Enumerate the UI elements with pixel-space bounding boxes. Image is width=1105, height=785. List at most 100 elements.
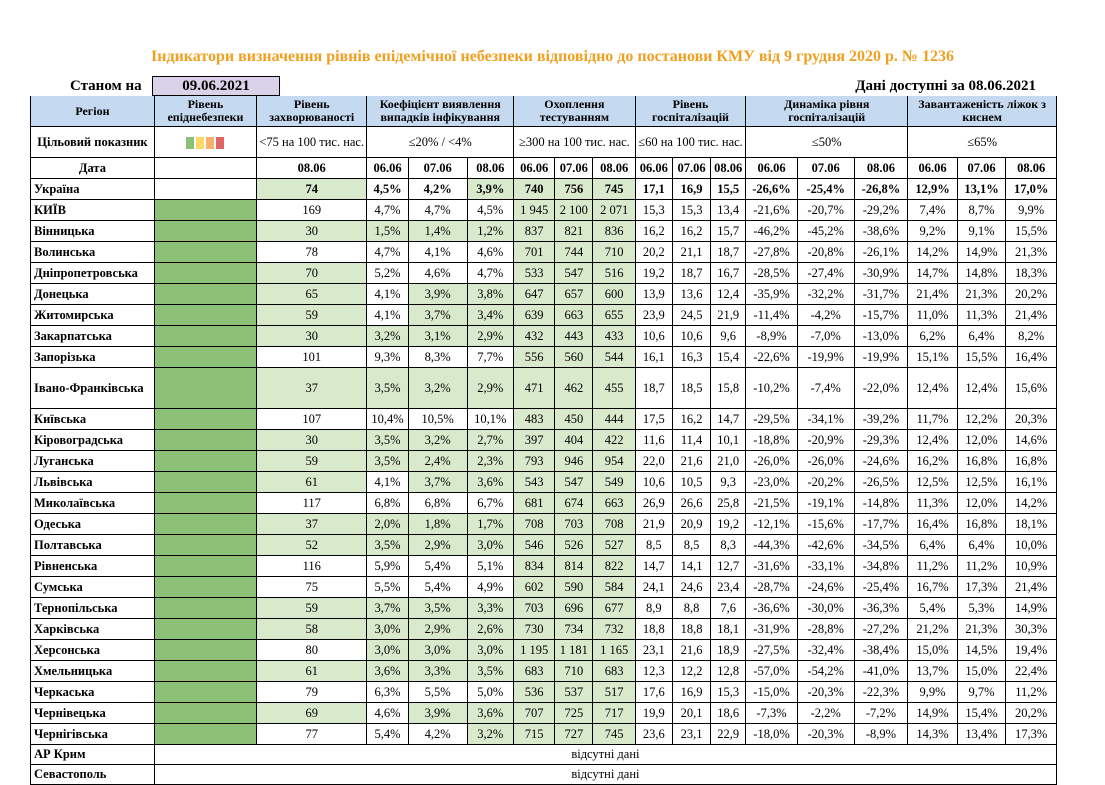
hosp-cell: 24,5 — [671, 304, 712, 326]
dynamics-cell: -20,3% — [796, 723, 855, 745]
testing-cell: 708 — [512, 513, 556, 535]
oxygen-cell: 20,2% — [1005, 283, 1057, 305]
detection-cell: 4,7% — [466, 262, 514, 284]
dynamics-cell: -29,3% — [853, 429, 909, 451]
hosp-cell: 8,9 — [634, 597, 673, 619]
testing-cell: 756 — [554, 178, 594, 200]
testing-cell: 527 — [592, 534, 636, 556]
testing-cell: 600 — [592, 283, 636, 305]
hosp-cell: 16,2 — [671, 220, 712, 242]
oxygen-cell: 9,7% — [956, 681, 1007, 703]
oxy-date-2: 07.06 — [956, 157, 1007, 179]
dynamics-cell: -38,4% — [853, 639, 909, 661]
dynamics-cell: -12,1% — [745, 513, 798, 535]
incidence-date: 08.06 — [256, 157, 368, 179]
hosp-cell: 19,2 — [710, 513, 747, 535]
testing-cell: 639 — [512, 304, 556, 326]
dynamics-cell: -15,7% — [853, 304, 909, 326]
detection-cell: 3,9% — [407, 283, 468, 305]
testing-cell: 556 — [512, 346, 556, 368]
oxygen-cell: 9,9% — [1005, 199, 1057, 221]
test-date-3: 08.06 — [592, 157, 636, 179]
testing-cell: 744 — [554, 241, 594, 263]
dynamics-cell: -26,0% — [745, 450, 798, 472]
testing-cell: 710 — [592, 241, 636, 263]
oxygen-cell: 15,4% — [956, 702, 1007, 724]
region-name: Київська — [30, 408, 155, 430]
region-name: КИЇВ — [30, 199, 155, 221]
detection-cell: 4,7% — [366, 241, 409, 263]
dynamics-cell: -24,6% — [853, 450, 909, 472]
detection-cell: 1,8% — [407, 513, 468, 535]
level-cell — [153, 408, 258, 430]
dynamics-cell: -57,0% — [745, 660, 798, 682]
incidence-cell: 70 — [256, 262, 368, 284]
testing-cell: 717 — [592, 702, 636, 724]
hosp-cell: 21,0 — [710, 450, 747, 472]
oxygen-cell: 5,3% — [956, 597, 1007, 619]
detection-cell: 10,4% — [366, 408, 409, 430]
detection-cell: 4,6% — [466, 241, 514, 263]
region-row: Кіровоградська 30 3,5% 3,2% 2,7% 397 404 422 11,… — [30, 429, 1057, 451]
header-testing: Охоплення тестуванням — [512, 96, 636, 127]
region-row: Закарпатська 30 3,2% 3,1% 2,9% 432 443 433 10,6 1… — [30, 325, 1057, 347]
dynamics-cell: -33,1% — [796, 555, 855, 577]
dynamics-cell: -27,2% — [853, 618, 909, 640]
level-cell — [153, 660, 258, 682]
detection-cell: 3,7% — [366, 597, 409, 619]
missing-note: відсутні дані — [153, 744, 1058, 765]
testing-cell: 546 — [512, 534, 556, 556]
dynamics-cell: -15,6% — [796, 513, 855, 535]
level-cell — [153, 199, 258, 221]
header-incidence: Рівень захворюваності — [256, 96, 368, 127]
oxygen-cell: 17,0% — [1005, 178, 1057, 200]
oxy-date-1: 06.06 — [907, 157, 958, 179]
testing-cell: 590 — [554, 576, 594, 598]
detection-cell: 3,4% — [466, 304, 514, 326]
detection-cell: 4,9% — [466, 576, 514, 598]
hosp-cell: 21,9 — [634, 513, 673, 535]
testing-cell: 647 — [512, 283, 556, 305]
det-date-2: 07.06 — [407, 157, 468, 179]
region-name: Чернівецька — [30, 702, 155, 724]
hosp-cell: 11,4 — [671, 429, 712, 451]
oxygen-cell: 12,0% — [956, 429, 1007, 451]
incidence-cell: 116 — [256, 555, 368, 577]
oxygen-cell: 15,0% — [907, 639, 958, 661]
detection-cell: 5,4% — [366, 723, 409, 745]
dynamics-cell: -10,2% — [745, 367, 798, 409]
status-row: Станом на 09.06.2021 Дані доступні за 08… — [30, 76, 1056, 96]
dynamics-cell: -2,2% — [796, 702, 855, 724]
page-title: Індикатори визначення рівнів епідемічної… — [151, 48, 954, 65]
hosp-cell: 15,5 — [710, 178, 747, 200]
testing-cell: 516 — [592, 262, 636, 284]
oxygen-cell: 14,5% — [956, 639, 1007, 661]
dynamics-cell: -31,7% — [853, 283, 909, 305]
testing-cell: 432 — [512, 325, 556, 347]
testing-cell: 657 — [554, 283, 594, 305]
hosp-cell: 16,1 — [634, 346, 673, 368]
oxygen-cell: 18,1% — [1005, 513, 1057, 535]
level-cell — [153, 639, 258, 661]
dynamics-cell: -19,1% — [796, 492, 855, 514]
region-name: Чернігівська — [30, 723, 155, 745]
hosp-cell: 24,1 — [634, 576, 673, 598]
region-name: Луганська — [30, 450, 155, 472]
incidence-cell: 101 — [256, 346, 368, 368]
hosp-cell: 7,6 — [710, 597, 747, 619]
level-cell — [153, 346, 258, 368]
testing-cell: 683 — [512, 660, 556, 682]
dynamics-cell: -22,0% — [853, 367, 909, 409]
oxygen-cell: 18,3% — [1005, 262, 1057, 284]
hosp-cell: 13,9 — [634, 283, 673, 305]
incidence-cell: 107 — [256, 408, 368, 430]
testing-cell: 740 — [512, 178, 556, 200]
incidence-cell: 65 — [256, 283, 368, 305]
hosp-cell: 10,6 — [634, 325, 673, 347]
incidence-cell: 30 — [256, 325, 368, 347]
oxygen-cell: 11,3% — [956, 304, 1007, 326]
dynamics-cell: -42,6% — [796, 534, 855, 556]
incidence-cell: 69 — [256, 702, 368, 724]
oxygen-cell: 19,4% — [1005, 639, 1057, 661]
region-row: Харківська 58 3,0% 2,9% 2,6% 730 734 732 18,8 18,… — [30, 618, 1057, 640]
